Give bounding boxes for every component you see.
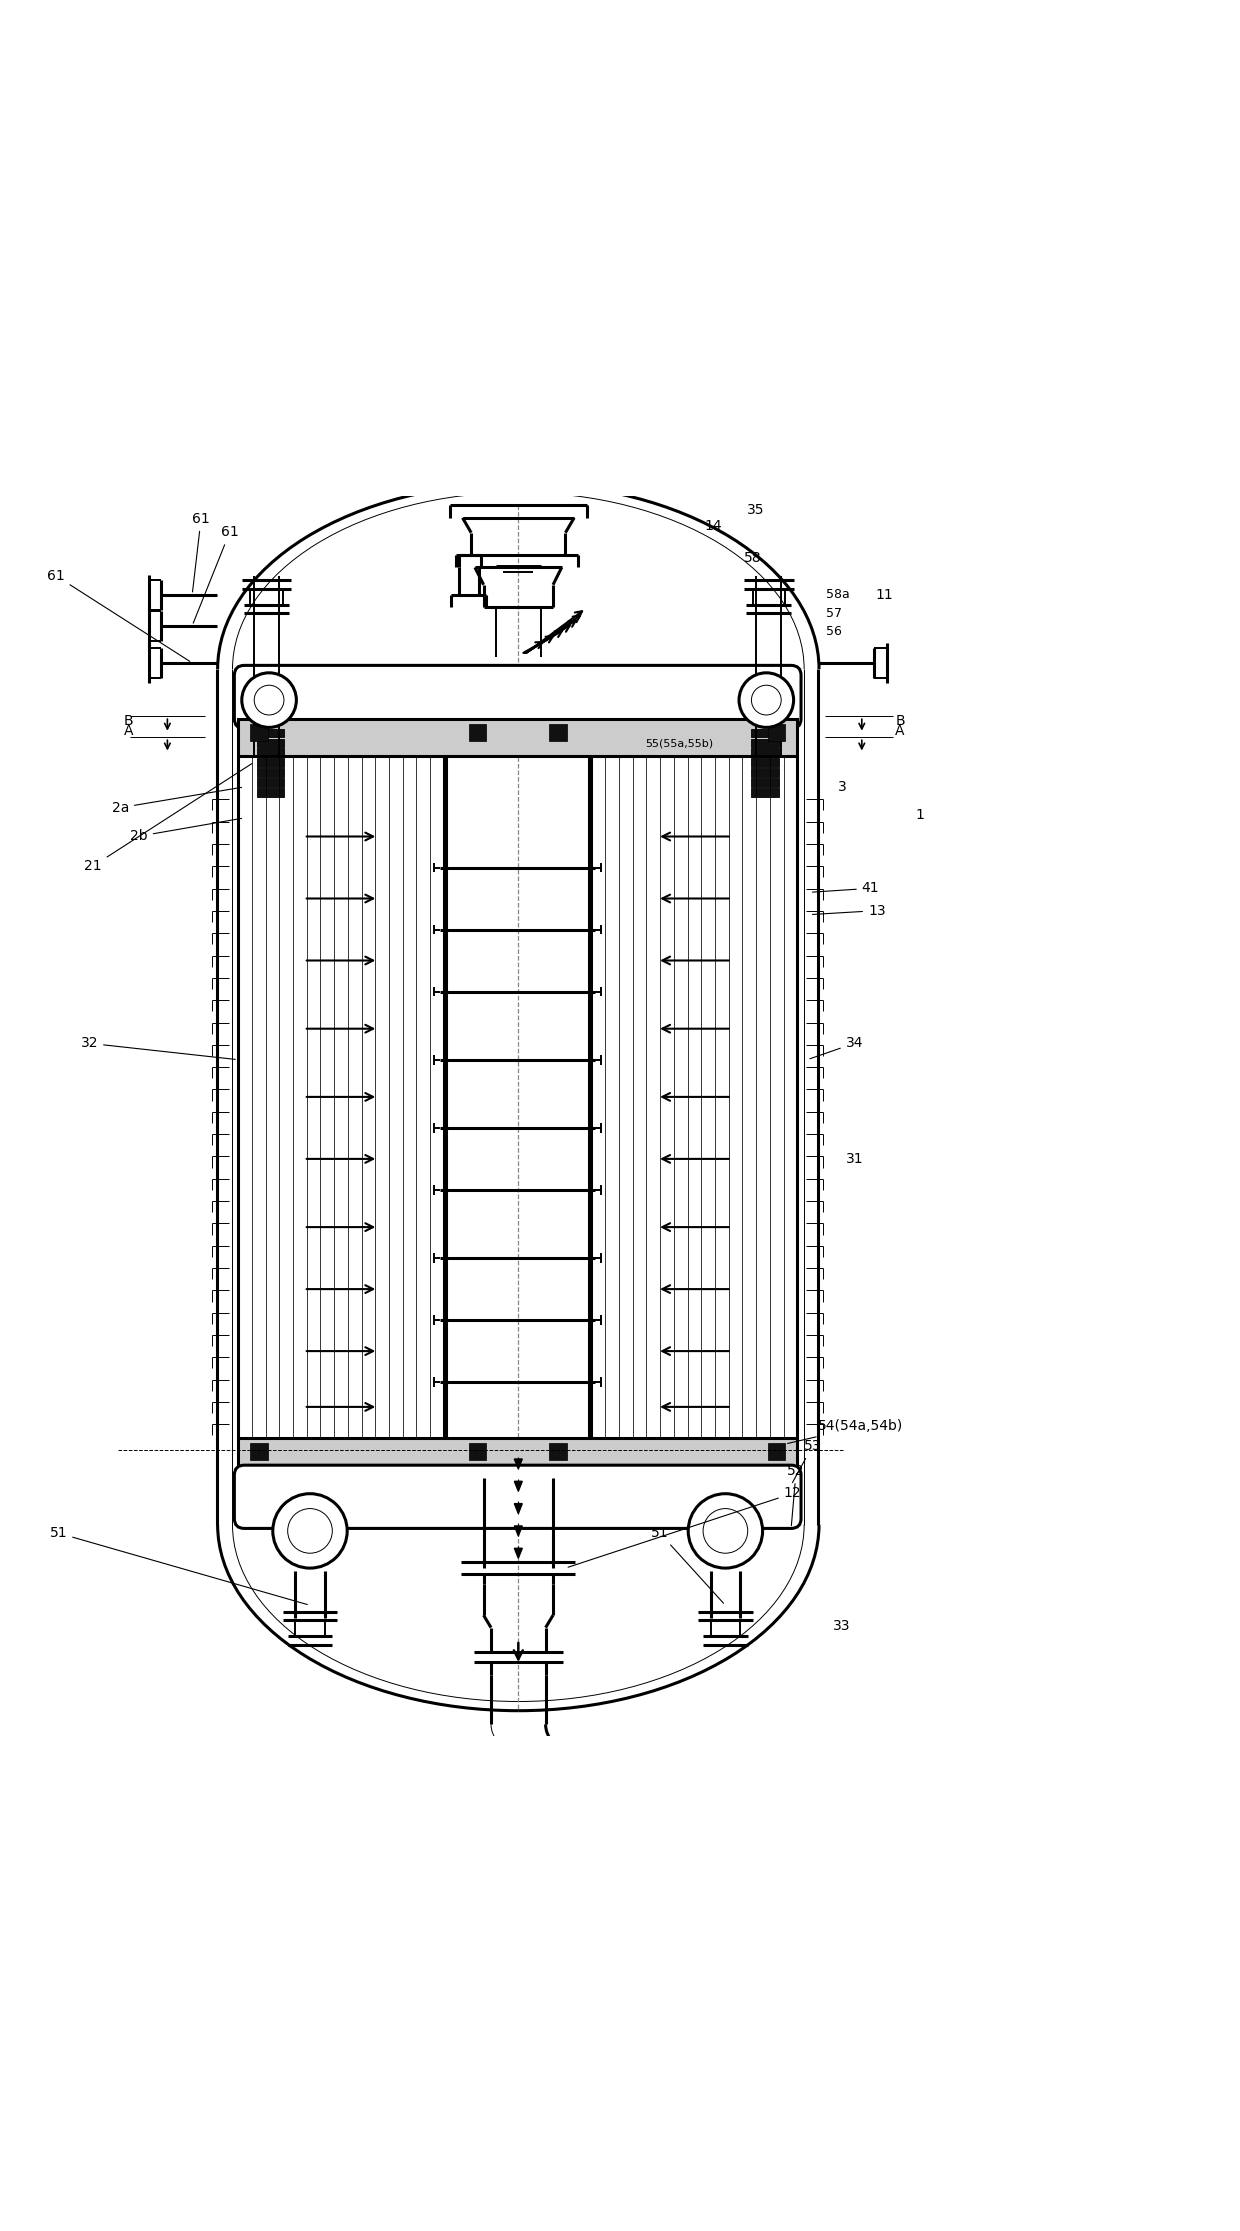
Bar — [768, 723, 785, 741]
Circle shape — [242, 674, 296, 727]
Text: 58a: 58a — [826, 589, 849, 600]
Circle shape — [254, 685, 284, 714]
Polygon shape — [515, 1526, 522, 1535]
Bar — [751, 779, 779, 788]
Text: B: B — [124, 714, 134, 727]
Bar — [751, 747, 779, 756]
Bar — [257, 788, 284, 796]
Bar — [257, 747, 284, 756]
Text: 2b: 2b — [130, 819, 242, 843]
Bar — [257, 759, 284, 767]
Bar — [257, 767, 284, 776]
FancyBboxPatch shape — [234, 1466, 801, 1528]
Text: 34: 34 — [810, 1037, 863, 1060]
Bar — [238, 1439, 797, 1475]
Text: 51: 51 — [651, 1526, 723, 1604]
Bar — [751, 738, 779, 747]
Bar — [469, 723, 486, 741]
Bar — [257, 730, 284, 736]
Bar — [549, 1443, 567, 1461]
Bar — [751, 788, 779, 796]
Text: 61: 61 — [192, 511, 210, 591]
Text: 11: 11 — [875, 587, 893, 602]
Text: 33: 33 — [833, 1620, 851, 1633]
Text: 1: 1 — [915, 808, 924, 823]
Circle shape — [688, 1495, 763, 1568]
Text: 55(55a,55b): 55(55a,55b) — [645, 738, 713, 747]
Text: B: B — [895, 714, 905, 727]
Bar — [257, 779, 284, 788]
Polygon shape — [515, 1459, 522, 1468]
Circle shape — [739, 674, 794, 727]
Polygon shape — [515, 1504, 522, 1513]
Polygon shape — [515, 1548, 522, 1557]
Text: 58: 58 — [744, 551, 761, 564]
Bar — [768, 1443, 785, 1461]
Text: 21: 21 — [84, 763, 252, 872]
Text: 32: 32 — [81, 1037, 236, 1060]
Bar — [751, 759, 779, 767]
Text: 3: 3 — [838, 781, 847, 794]
Bar — [751, 730, 779, 736]
Bar — [250, 1443, 268, 1461]
Circle shape — [751, 685, 781, 714]
Text: 51: 51 — [50, 1526, 308, 1604]
Bar — [257, 738, 284, 747]
Text: 57: 57 — [826, 607, 842, 620]
Bar — [549, 723, 567, 741]
FancyBboxPatch shape — [234, 665, 801, 730]
Circle shape — [703, 1508, 748, 1553]
Polygon shape — [515, 1481, 522, 1490]
Text: 56: 56 — [826, 625, 842, 638]
Bar — [751, 767, 779, 776]
Circle shape — [273, 1495, 347, 1568]
Text: A: A — [895, 725, 905, 738]
Circle shape — [288, 1508, 332, 1553]
Text: 12: 12 — [568, 1486, 801, 1566]
Text: 53: 53 — [792, 1439, 821, 1484]
Text: 31: 31 — [846, 1151, 863, 1167]
Polygon shape — [624, 1736, 636, 1787]
Text: 35: 35 — [746, 504, 764, 518]
Text: A: A — [124, 725, 134, 738]
Text: 61: 61 — [193, 527, 238, 622]
Text: 61: 61 — [47, 569, 190, 660]
Text: 13: 13 — [812, 904, 885, 917]
Text: 14: 14 — [704, 520, 722, 533]
Text: 54(54a,54b): 54(54a,54b) — [787, 1419, 904, 1443]
Bar — [238, 718, 797, 756]
Text: 41: 41 — [812, 881, 879, 895]
Bar — [469, 1443, 486, 1461]
Text: 52: 52 — [787, 1464, 805, 1526]
Text: 2a: 2a — [112, 788, 242, 814]
Bar — [250, 723, 268, 741]
